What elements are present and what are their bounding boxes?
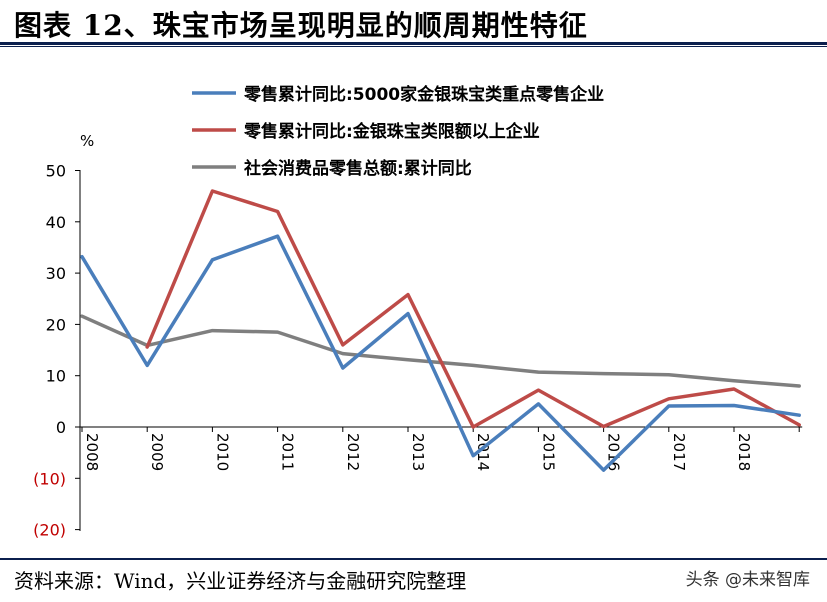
legend-label: 社会消费品零售总额:累计同比 [243, 158, 472, 179]
y-tick-label: 30 [46, 264, 66, 283]
y-tick-label: 40 [46, 213, 66, 232]
x-axis: 2008 2009 2010 2011 2012 2013 2014 2015 2016 2017… [80, 426, 803, 471]
legend-label: 零售累计同比:5000家金银珠宝类重点零售企业 [243, 84, 604, 105]
series-line-2 [145, 189, 801, 429]
x-tick-label: 2016 [605, 433, 623, 471]
x-tick-label: 2012 [344, 433, 362, 471]
x-tick-label: 2010 [213, 433, 231, 471]
legend: 零售累计同比:5000家金银珠宝类重点零售企业零售累计同比:金银珠宝类限额以上企… [192, 84, 604, 179]
y-tick-label: 10 [46, 367, 66, 386]
x-tick-label: 2017 [670, 433, 688, 471]
source-note: 资料来源：Wind，兴业证券经济与金融研究院整理 [14, 569, 467, 593]
title-divider-thin [0, 46, 827, 47]
x-tick-label: 2009 [148, 433, 166, 471]
series-lines [80, 189, 801, 472]
x-tick-label: 2015 [539, 433, 557, 471]
legend-label: 零售累计同比:金银珠宝类限额以上企业 [243, 121, 540, 142]
y-tick-label: 0 [56, 418, 66, 437]
series-line-3 [80, 314, 801, 388]
watermark: 头条 @未来智库 [682, 565, 813, 590]
x-tick-label: 2011 [279, 433, 297, 471]
y-axis-unit-label: % [80, 132, 94, 150]
y-axis: 50 40 30 20 10 0 (10) (20) [33, 162, 81, 540]
source-divider [0, 558, 827, 560]
x-tick-label: 2013 [409, 433, 427, 471]
chart-title: 图表 12、珠宝市场呈现明显的顺周期性特征 [14, 9, 588, 42]
title-divider [0, 42, 827, 45]
y-tick-label: (10) [33, 469, 66, 488]
series-line-1 [80, 234, 801, 472]
x-tick-label: 2008 [83, 433, 101, 471]
y-tick-label: 20 [46, 315, 66, 334]
y-tick-label: (20) [33, 521, 66, 540]
x-tick-label: 2018 [735, 433, 753, 471]
y-tick-label: 50 [46, 162, 66, 181]
